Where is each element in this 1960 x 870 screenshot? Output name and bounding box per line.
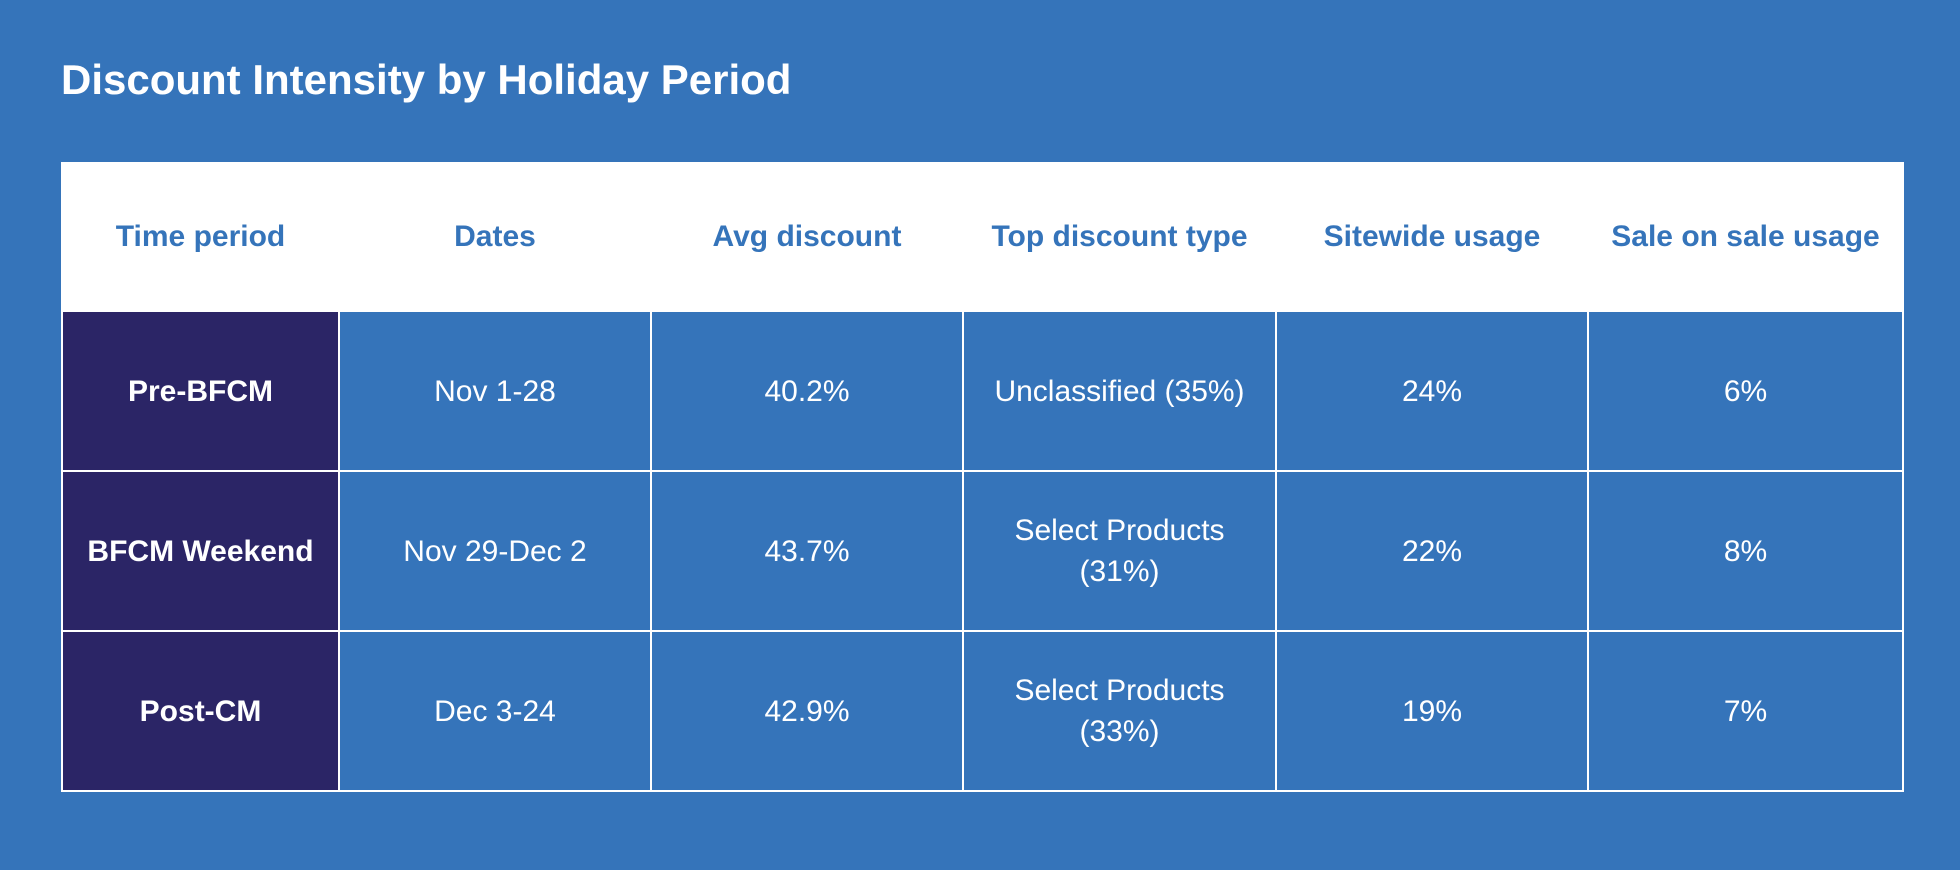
cell-dates: Nov 1-28 (338, 310, 652, 472)
cell-top-discount-type-text: Select Products (33%) (1014, 674, 1225, 748)
cell-dates: Nov 29-Dec 2 (338, 470, 652, 632)
cell-dates: Dec 3-24 (338, 630, 652, 792)
cell-sitewide-usage: 19% (1275, 630, 1589, 792)
cell-avg-discount: 42.9% (650, 630, 964, 792)
cell-time-period: BFCM Weekend (61, 470, 340, 632)
cell-top-discount-type: Select Products (31%) (962, 470, 1277, 632)
cell-avg-discount: 43.7% (650, 470, 964, 632)
table-row: Post-CM Dec 3-24 42.9% Select Products (… (61, 630, 1904, 792)
cell-sale-on-sale-usage: 6% (1587, 310, 1904, 472)
cell-top-discount-type-text: Unclassified (35%) (994, 374, 1245, 408)
column-header-time-period: Time period (61, 162, 340, 312)
discount-table: Time period Dates Avg discount Top disco… (61, 162, 1904, 792)
cell-sitewide-usage: 22% (1275, 470, 1589, 632)
header-row: Time period Dates Avg discount Top disco… (61, 162, 1904, 312)
cell-sale-on-sale-usage: 8% (1587, 470, 1904, 632)
cell-top-discount-type-text: Select Products (31%) (1014, 514, 1225, 588)
column-header-sitewide-usage: Sitewide usage (1275, 162, 1589, 312)
cell-top-discount-type: Select Products (33%) (962, 630, 1277, 792)
column-header-dates: Dates (338, 162, 652, 312)
table-header: Time period Dates Avg discount Top disco… (61, 162, 1904, 312)
cell-top-discount-type: Unclassified (35%) (962, 310, 1277, 472)
column-header-sale-on-sale-usage: Sale on sale usage (1587, 162, 1904, 312)
chart-title: Discount Intensity by Holiday Period (61, 56, 792, 103)
table-row: Pre-BFCM Nov 1-28 40.2% Unclassified (35… (61, 310, 1904, 472)
cell-time-period: Pre-BFCM (61, 310, 340, 472)
cell-sitewide-usage: 24% (1275, 310, 1589, 472)
table-row: BFCM Weekend Nov 29-Dec 2 43.7% Select P… (61, 470, 1904, 632)
table-body: Pre-BFCM Nov 1-28 40.2% Unclassified (35… (61, 310, 1904, 792)
cell-sale-on-sale-usage: 7% (1587, 630, 1904, 792)
column-header-top-discount-type: Top discount type (962, 162, 1277, 312)
cell-time-period: Post-CM (61, 630, 340, 792)
column-header-avg-discount: Avg discount (650, 162, 964, 312)
cell-avg-discount: 40.2% (650, 310, 964, 472)
